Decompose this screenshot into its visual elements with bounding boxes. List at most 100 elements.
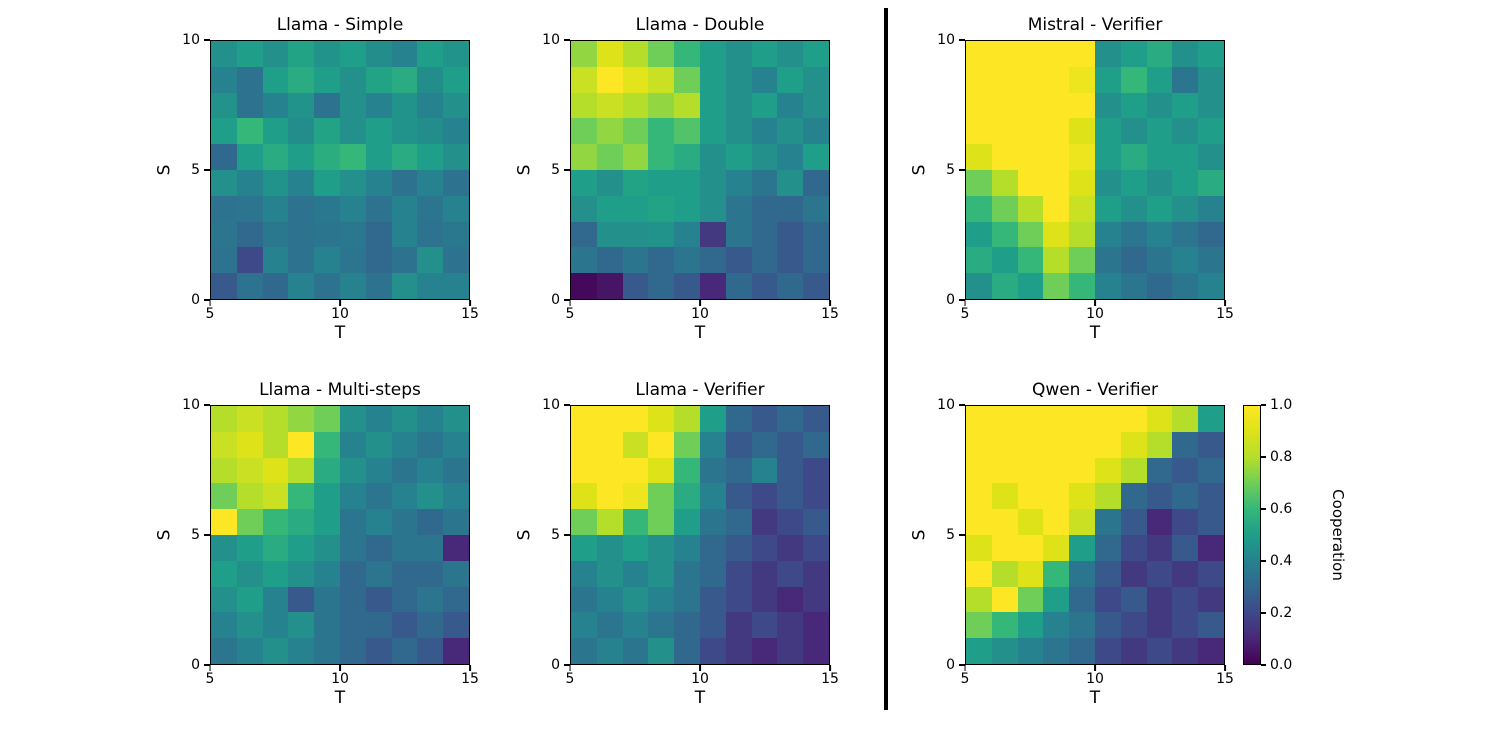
heatmap-panel: Llama - Multi-steps S 10 5 0 5 10 15 T [153,379,479,707]
heatmap-cell [391,534,418,561]
heatmap-cell [803,509,829,535]
heatmap-cell [391,118,418,145]
x-tick: 15 [821,665,839,687]
x-axis-label: T [1089,688,1101,708]
heatmap-cell [674,431,700,458]
heatmap-cell [1198,406,1224,432]
heatmap-cell [571,483,597,510]
heatmap-cell [751,118,778,145]
heatmap-cell [314,144,340,170]
heatmap-cell [648,406,675,432]
heatmap-cell [803,66,829,93]
heatmap-cell [571,431,597,458]
heatmap-cell [1172,273,1199,299]
heatmap-cell [365,144,392,170]
heatmap-cell [417,534,444,561]
heatmap-cell [803,560,829,587]
heatmap-cell [991,144,1018,170]
heatmap-cell [211,509,237,535]
colorbar-tick: 0.2 [1261,605,1292,621]
heatmap-cell [596,457,623,484]
heatmap-cell [777,221,804,248]
heatmap-cell [751,483,778,510]
heatmap-cell [443,612,469,639]
y-tick: 10 [542,397,570,413]
heatmap-cell [1198,118,1224,145]
colorbar-tick: 0.4 [1261,553,1292,569]
heatmap-cell [966,560,992,587]
heatmap-cell [211,118,237,145]
panel-title: Llama - Double [635,15,765,35]
heatmap-cell [365,612,392,639]
heatmap-cell [699,560,726,587]
heatmap-cell [751,195,778,222]
y-tick: 10 [542,32,570,48]
heatmap-cell [1017,560,1044,587]
heatmap-cell [443,406,469,432]
heatmap-cell [1094,221,1121,248]
heatmap-cell [1069,221,1095,248]
heatmap-cell [1198,509,1224,535]
y-tick: 10 [937,32,965,48]
heatmap-cell [1094,612,1121,639]
heatmap-cell [1069,247,1095,274]
y-axis-label: S [153,529,174,541]
heatmap-cell [777,457,804,484]
heatmap-cell [211,144,237,170]
heatmap-cell [365,586,392,613]
heatmap-cell [777,144,804,170]
heatmap-grid [570,40,830,300]
heatmap-cell [648,586,675,613]
heatmap-cell [777,41,804,67]
heatmap-cell [1198,431,1224,458]
heatmap-cell [674,273,700,299]
heatmap-cell [262,247,289,274]
heatmap-cell [417,66,444,93]
heatmap-cell [1120,509,1147,535]
heatmap-cell [1043,247,1070,274]
heatmap-cell [211,483,237,510]
heatmap-cell [391,638,418,664]
heatmap-cell [1069,638,1095,664]
heatmap-cell [391,92,418,119]
heatmap-cell [622,638,649,664]
heatmap-cell [365,195,392,222]
heatmap-cell [443,638,469,664]
heatmap-cell [314,483,340,510]
heatmap-cell [1172,638,1199,664]
heatmap-cell [777,247,804,274]
heatmap-cell [339,195,366,222]
heatmap-cell [622,534,649,561]
heatmap-cell [365,431,392,458]
y-axis-label: S [908,164,929,176]
heatmap-cell [443,560,469,587]
heatmap-cell [725,483,752,510]
heatmap-cell [966,169,992,196]
heatmap-cell [391,144,418,170]
heatmap-cell [1146,195,1173,222]
heatmap-cell [417,169,444,196]
heatmap-cell [777,431,804,458]
heatmap-cell [1069,273,1095,299]
heatmap-cell [622,118,649,145]
heatmap-cell [417,221,444,248]
heatmap-cell [991,221,1018,248]
heatmap-cell [622,221,649,248]
heatmap-cell [674,66,700,93]
heatmap-cell [1069,457,1095,484]
heatmap-cell [1198,92,1224,119]
heatmap-cell [1120,41,1147,67]
heatmap-cell [339,431,366,458]
heatmap-cell [1017,195,1044,222]
heatmap-cell [1043,534,1070,561]
x-tick: 10 [691,665,709,687]
heatmap-panel: Llama - Double S 10 5 0 5 10 15 T [514,14,839,342]
colorbar-tick: 1.0 [1261,397,1292,413]
heatmap-cell [699,406,726,432]
x-axis-ticks: 5 10 15 [961,300,1234,324]
heatmap-cell [314,66,340,93]
heatmap-cell [777,118,804,145]
heatmap-cell [1120,560,1147,587]
heatmap-cell [1094,195,1121,222]
colorbar-label: Cooperation [1329,489,1347,581]
